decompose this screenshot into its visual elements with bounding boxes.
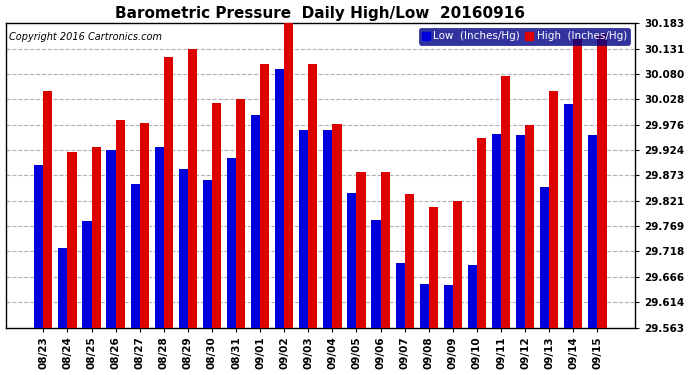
Bar — [404, 195, 414, 327]
Bar — [116, 120, 125, 327]
Bar — [139, 123, 149, 327]
Bar — [251, 116, 260, 327]
Bar — [420, 284, 428, 327]
Bar — [299, 130, 308, 327]
Bar — [212, 103, 221, 327]
Bar — [203, 180, 212, 327]
Bar — [525, 125, 534, 327]
Bar — [92, 147, 101, 327]
Bar — [106, 150, 116, 327]
Bar — [284, 23, 293, 327]
Bar — [179, 170, 188, 327]
Bar — [236, 99, 245, 327]
Bar — [308, 64, 317, 327]
Bar — [564, 104, 573, 327]
Title: Barometric Pressure  Daily High/Low  20160916: Barometric Pressure Daily High/Low 20160… — [115, 6, 525, 21]
Bar — [82, 221, 92, 327]
Bar — [589, 135, 598, 327]
Bar — [381, 172, 390, 327]
Bar — [58, 248, 68, 327]
Bar — [188, 49, 197, 327]
Bar — [227, 158, 236, 327]
Bar — [598, 34, 607, 327]
Bar — [164, 57, 173, 327]
Bar — [43, 91, 52, 327]
Bar — [323, 130, 333, 327]
Bar — [549, 91, 558, 327]
Bar — [501, 76, 510, 327]
Legend: Low  (Inches/Hg), High  (Inches/Hg): Low (Inches/Hg), High (Inches/Hg) — [419, 28, 630, 45]
Bar — [540, 187, 549, 327]
Bar — [347, 194, 357, 327]
Bar — [468, 265, 477, 327]
Bar — [477, 138, 486, 327]
Bar — [395, 263, 404, 327]
Bar — [68, 152, 77, 327]
Bar — [260, 64, 269, 327]
Bar — [34, 165, 43, 327]
Bar — [275, 69, 284, 327]
Bar — [155, 147, 164, 327]
Bar — [371, 219, 381, 327]
Bar — [130, 184, 139, 327]
Bar — [444, 285, 453, 327]
Bar — [357, 172, 366, 327]
Bar — [453, 201, 462, 327]
Text: Copyright 2016 Cartronics.com: Copyright 2016 Cartronics.com — [9, 32, 161, 42]
Bar — [516, 135, 525, 327]
Bar — [428, 207, 438, 327]
Bar — [573, 39, 582, 327]
Bar — [492, 134, 501, 327]
Bar — [333, 124, 342, 327]
